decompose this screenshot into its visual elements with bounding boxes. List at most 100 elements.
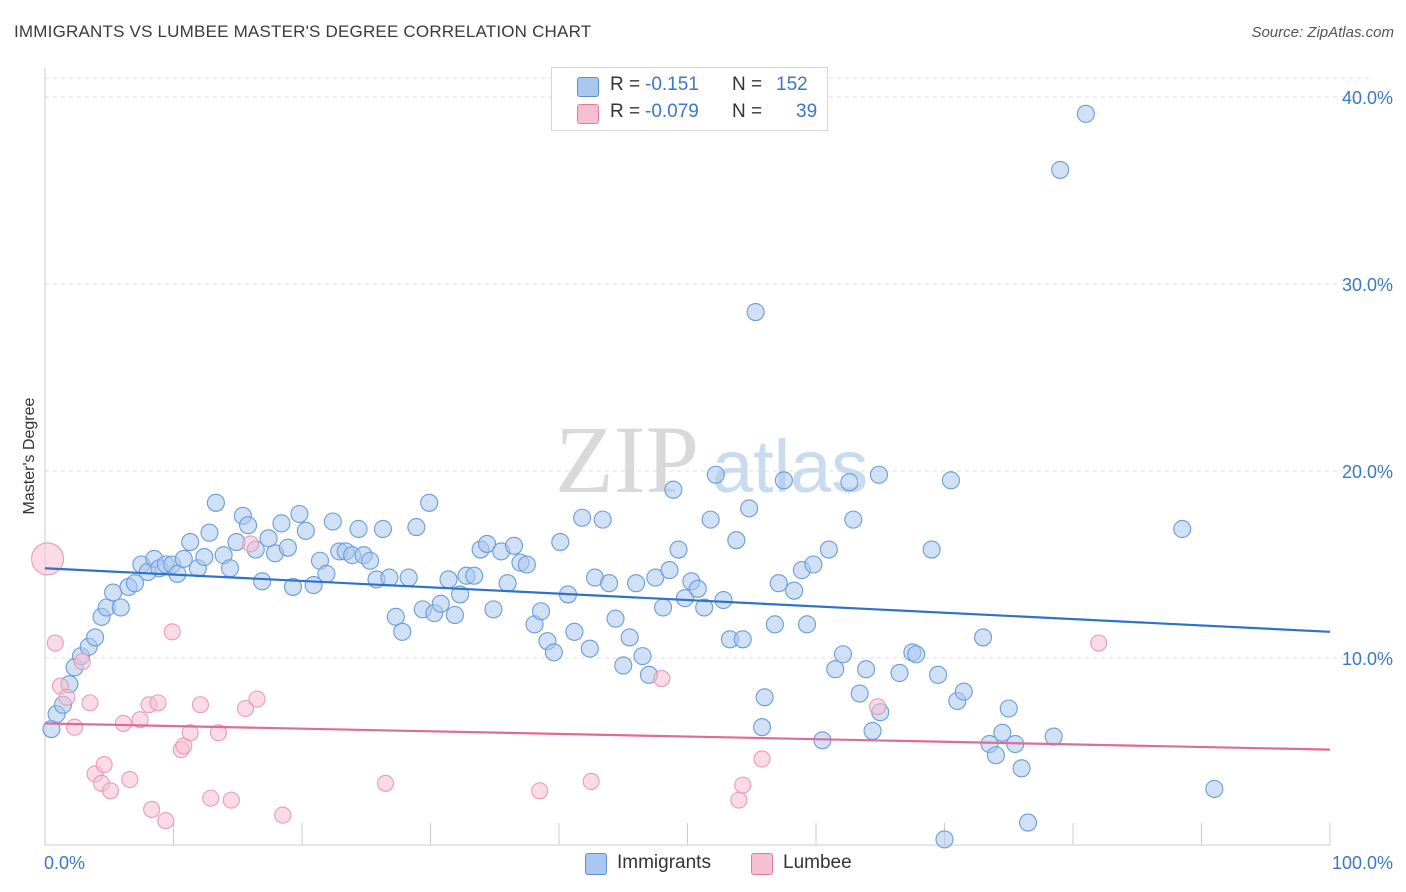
lumbee-point <box>191 696 210 714</box>
lumbee-point <box>242 535 260 553</box>
watermark-atlas: atlas <box>712 425 868 508</box>
immigrants-point <box>727 531 746 550</box>
lumbee-point <box>95 756 113 774</box>
immigrants-point <box>1012 759 1031 778</box>
lumbee-point <box>209 724 228 742</box>
immigrants-point <box>701 510 720 529</box>
immigrants-point <box>600 574 619 593</box>
immigrants-point <box>935 830 954 849</box>
lumbee-point <box>46 634 64 652</box>
lumbee-point <box>236 699 255 718</box>
chart-title: IMMIGRANTS VS LUMBEE MASTER'S DEGREE COR… <box>14 22 592 41</box>
axes <box>44 68 1331 846</box>
immigrants-point <box>373 519 393 539</box>
immigrants-point <box>627 574 646 593</box>
legend-r-value: -0.079 <box>645 101 699 122</box>
immigrants-point <box>890 663 909 683</box>
immigrants-point <box>200 523 219 542</box>
lumbee-point <box>730 791 748 809</box>
immigrants-point <box>565 622 584 641</box>
y-axis-title: Master's Degree <box>21 397 38 514</box>
lumbee-point <box>753 750 771 768</box>
immigrants-point <box>220 559 240 578</box>
immigrants-point <box>272 514 291 533</box>
immigrants-trend-line <box>44 567 1331 633</box>
immigrants-point <box>660 561 679 580</box>
immigrants-point <box>706 465 725 484</box>
lumbee-point <box>131 711 149 729</box>
immigrants-point <box>181 533 200 552</box>
immigrants-point <box>740 499 759 518</box>
axis-labels: 10.0% 20.0% 30.0% 40.0% 0.0% 100.0% Master's D… <box>21 88 1393 873</box>
immigrants-point <box>999 699 1018 718</box>
immigrants-point <box>664 480 683 499</box>
immigrants-point <box>954 682 973 701</box>
immigrants-point <box>386 607 405 626</box>
y-tick-label: 20.0% <box>1342 462 1393 482</box>
lumbee-point <box>157 812 175 830</box>
immigrants-point <box>451 585 470 604</box>
lumbee-point <box>73 653 91 671</box>
lumbee-point <box>248 690 266 708</box>
immigrants-point <box>349 519 368 539</box>
immigrants-point <box>804 555 823 574</box>
lumbee-point <box>121 770 139 789</box>
immigrants-point <box>206 493 225 512</box>
lumbee-points <box>31 535 1108 830</box>
lumbee-point <box>31 542 65 576</box>
legend-r-label: R = <box>610 101 641 122</box>
immigrants-point <box>765 615 784 634</box>
immigrants-point <box>125 574 144 593</box>
legend-row-immigrants: R = -0.151 N = 152 <box>552 74 827 100</box>
immigrants-point <box>174 549 193 568</box>
lumbee-point <box>81 694 99 712</box>
lumbee-point <box>274 806 292 824</box>
immigrants-point <box>1051 160 1070 179</box>
grid-lines <box>45 77 1370 659</box>
immigrants-point <box>498 574 517 593</box>
legend-n-label: N = <box>732 74 763 95</box>
immigrants-point <box>733 630 752 649</box>
immigrants-point <box>614 656 633 675</box>
immigrants-point <box>922 540 941 559</box>
legend-n-label: N = <box>732 101 763 122</box>
immigrants-point <box>259 529 278 548</box>
lumbee-point <box>734 776 752 794</box>
immigrants-point <box>439 570 458 589</box>
immigrants-point <box>1205 779 1224 798</box>
immigrants-point <box>826 660 845 679</box>
lumbee-point <box>114 714 132 733</box>
immigrants-point <box>580 639 599 658</box>
immigrants-point <box>714 590 733 610</box>
immigrants-point <box>431 594 450 613</box>
immigrants-point <box>785 581 804 600</box>
lumbee-point <box>653 670 671 688</box>
immigrants-point <box>477 534 497 553</box>
legend-r-label: R = <box>610 74 641 95</box>
immigrants-point <box>361 551 380 570</box>
immigrants-point <box>531 602 551 621</box>
trend-lines <box>44 567 1331 751</box>
y-tick-label: 40.0% <box>1342 88 1393 108</box>
immigrants-point <box>484 600 503 619</box>
immigrants-point <box>393 622 412 641</box>
immigrants-point <box>654 598 673 617</box>
immigrants-swatch <box>577 77 599 97</box>
immigrants-point <box>407 518 426 537</box>
immigrants-point <box>573 508 592 527</box>
lumbee-point <box>66 718 84 736</box>
immigrants-point <box>606 609 625 628</box>
immigrants-point <box>399 568 418 587</box>
immigrants-point <box>1173 519 1192 539</box>
immigrants-point <box>104 583 123 602</box>
immigrants-point <box>869 465 889 484</box>
immigrants-point <box>296 521 315 540</box>
lumbee-point <box>149 694 167 712</box>
y-tick-label: 10.0% <box>1342 649 1393 669</box>
immigrants-point <box>752 718 772 737</box>
legend-row-lumbee: R = -0.079 N = 39 <box>552 101 827 127</box>
legend-label-lumbee: Lumbee <box>783 852 852 873</box>
immigrants-point <box>517 555 536 574</box>
lumbee-swatch <box>577 104 599 124</box>
